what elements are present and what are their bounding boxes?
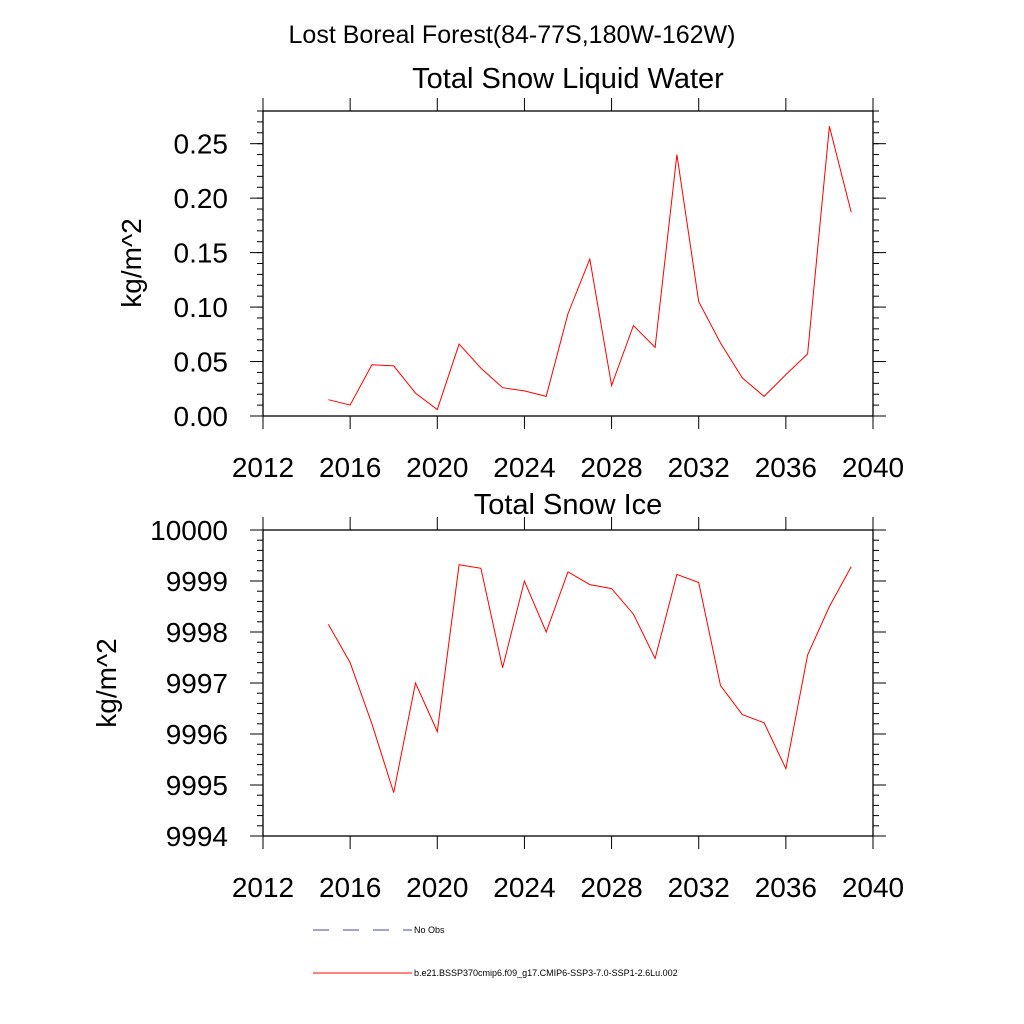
- x-tick-label: 2020: [406, 872, 468, 903]
- chart-title: Total Snow Liquid Water: [412, 63, 724, 95]
- panel-snow-liquid-water: Total Snow Liquid Water 2012 2016 2020 2024…: [116, 63, 904, 483]
- y-tick-label: 9994: [166, 821, 228, 852]
- x-tick-label: 2016: [319, 452, 381, 483]
- y-tick-label: 0.00: [174, 401, 229, 432]
- y-axis-label: kg/m^2: [116, 218, 147, 307]
- series-line: [328, 126, 852, 411]
- legend-label: b.e21.BSSP370cmip6.f09_g17.CMIP6-SSP3-7.…: [414, 968, 678, 978]
- legend-item-no-obs: No Obs: [313, 925, 445, 935]
- y-tick-label: 9997: [166, 668, 228, 699]
- x-tick-label: 2028: [580, 872, 642, 903]
- y-axis-label: kg/m^2: [91, 638, 122, 727]
- legend: No Obs b.e21.BSSP370cmip6.f09_g17.CMIP6-…: [313, 925, 678, 978]
- y-tick-label: 0.15: [174, 238, 229, 269]
- y-tick-label: 0.10: [174, 292, 229, 323]
- y-tick-label: 9995: [166, 770, 228, 801]
- y-tick-label: 0.25: [174, 129, 229, 160]
- y-tick-label: 9996: [166, 719, 228, 750]
- x-tick-label: 2036: [755, 872, 817, 903]
- figure-suptitle: Lost Boreal Forest(84-77S,180W-162W): [289, 21, 736, 49]
- y-tick-label: 0.05: [174, 347, 229, 378]
- y-tick-label: 10000: [150, 515, 228, 546]
- chart-title: Total Snow Ice: [474, 489, 663, 521]
- x-tick-label: 2024: [493, 452, 555, 483]
- x-tick-label: 2040: [842, 872, 904, 903]
- x-tick-label: 2036: [755, 452, 817, 483]
- panel-snow-ice: Total Snow Ice 2012 2016 2020 2024 2028 2032 2…: [91, 489, 904, 903]
- y-tick-label: 0.20: [174, 183, 229, 214]
- x-tick-label: 2012: [232, 452, 294, 483]
- plot-frame: [262, 110, 874, 417]
- x-tick-label: 2032: [668, 872, 730, 903]
- y-tick-label: 9999: [166, 566, 228, 597]
- x-tick-label: 2012: [232, 872, 294, 903]
- legend-item-series: b.e21.BSSP370cmip6.f09_g17.CMIP6-SSP3-7.…: [313, 968, 678, 978]
- plot-frame: [262, 529, 874, 837]
- x-tick-label: 2024: [493, 872, 555, 903]
- x-tick-label: 2032: [668, 452, 730, 483]
- x-tick-label: 2028: [580, 452, 642, 483]
- legend-label: No Obs: [414, 925, 445, 935]
- series-line: [327, 564, 852, 793]
- x-tick-label: 2016: [319, 872, 381, 903]
- y-tick-label: 9998: [166, 617, 228, 648]
- x-tick-label: 2020: [406, 452, 468, 483]
- x-tick-label: 2040: [842, 452, 904, 483]
